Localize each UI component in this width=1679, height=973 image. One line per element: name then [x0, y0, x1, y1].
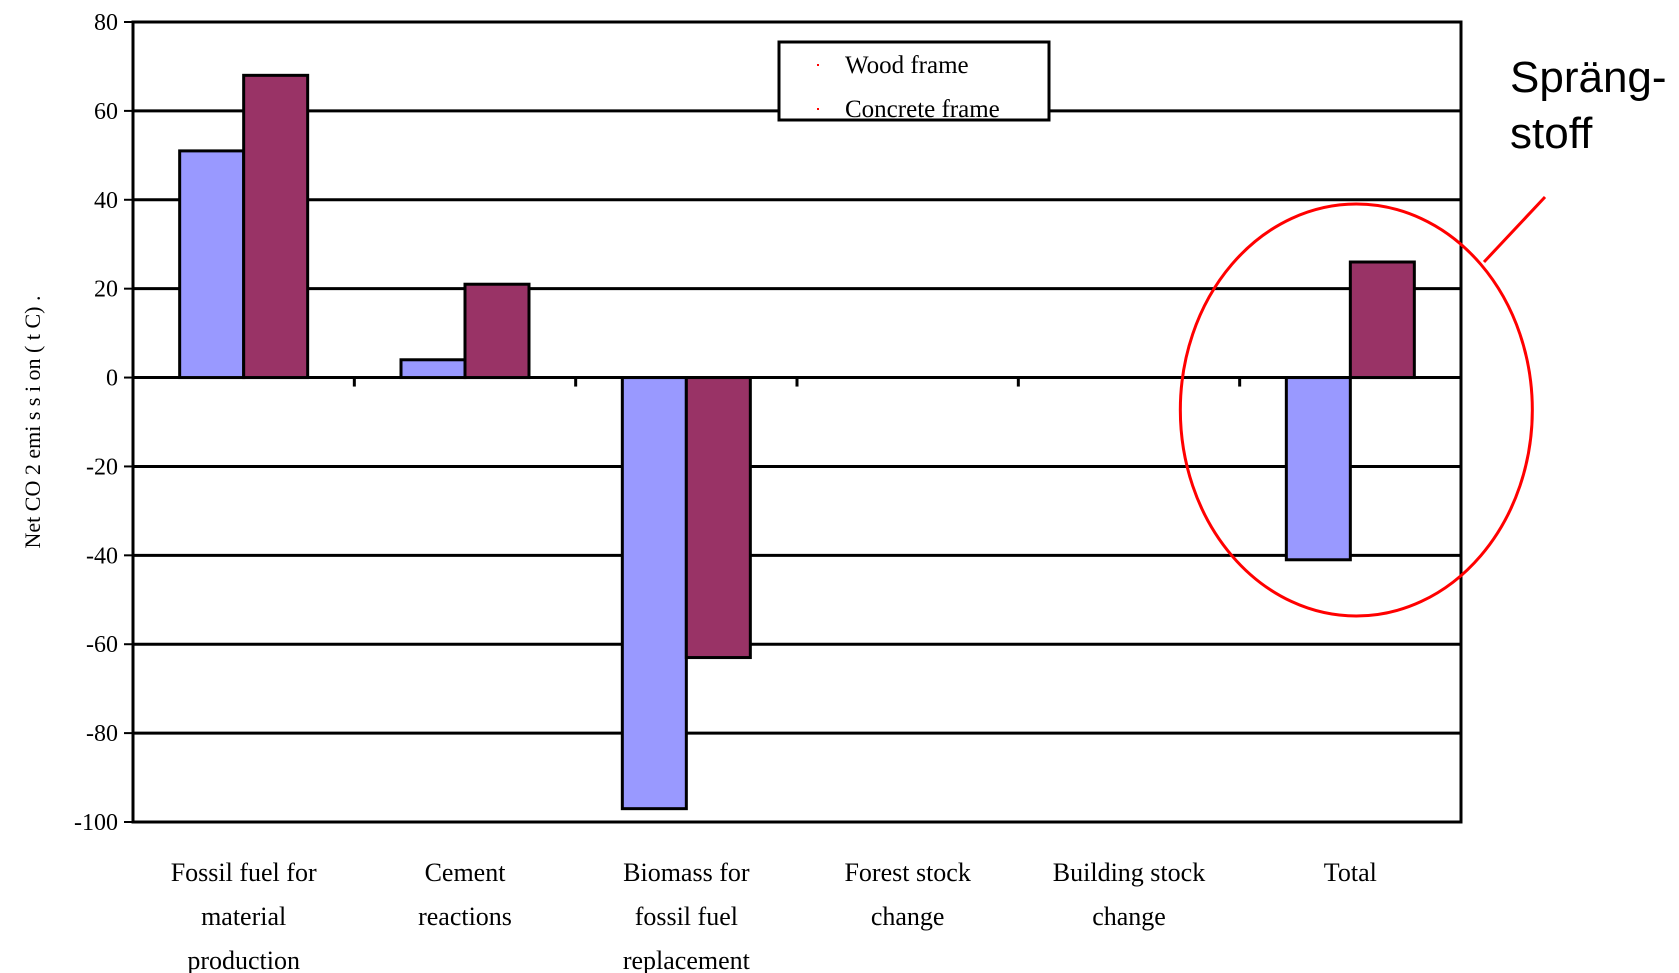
- y-tick-label: -20: [86, 454, 118, 480]
- x-tick-label: Total: [1324, 858, 1377, 887]
- x-tick-label: fossil fuel: [635, 902, 738, 931]
- bar-wood-frame: [1284, 376, 1352, 562]
- bar-wood-frame: [178, 149, 246, 380]
- y-tick-label: 20: [94, 277, 118, 303]
- x-tick-label: replacement: [623, 946, 751, 973]
- y-tick-label: 40: [94, 188, 118, 214]
- legend-box: [777, 40, 1051, 122]
- plot-area-border: [131, 20, 1463, 824]
- legend-swatch: [817, 108, 819, 110]
- x-tick-label: Fossil fuel for: [171, 858, 317, 887]
- x-tick-label: Forest stock: [844, 858, 970, 887]
- annotation-text: Spräng-: [1510, 53, 1667, 102]
- bar-concrete-frame: [1348, 260, 1416, 380]
- x-tick-label: material: [201, 902, 286, 931]
- bar-wood-frame: [620, 376, 688, 811]
- bar-concrete-frame: [463, 282, 531, 380]
- x-tick-label: production: [187, 946, 300, 973]
- gridlines: [133, 20, 1461, 824]
- y-tick-label: 80: [94, 10, 118, 36]
- callout-line: [1482, 195, 1547, 264]
- x-tick-label: Building stock: [1053, 858, 1205, 887]
- x-tick-label: change: [871, 902, 945, 931]
- y-axis-label: Net CO 2 emi s s i on ( t C) .: [20, 296, 45, 549]
- legend: Wood frame Concrete frame: [777, 40, 1051, 123]
- x-tick-label: Cement: [425, 858, 507, 887]
- bar-concrete-frame: [242, 73, 310, 380]
- annotation: Spräng-stoff: [1178, 53, 1667, 618]
- annotation-text: stoff: [1510, 109, 1593, 158]
- x-tick-label: change: [1092, 902, 1166, 931]
- y-tick-label: 0: [106, 366, 118, 392]
- legend-swatch: [817, 64, 819, 66]
- legend-label: Concrete frame: [845, 96, 1000, 123]
- highlight-ellipse: [1178, 202, 1534, 618]
- y-tick-label: -80: [86, 721, 118, 747]
- bar-wood-frame: [399, 358, 467, 380]
- bars: [178, 73, 1416, 811]
- y-tick-label: -40: [86, 543, 118, 569]
- x-tick-label: reactions: [418, 902, 512, 931]
- y-tick-label: -100: [74, 810, 118, 836]
- y-tick-label: 60: [94, 99, 118, 125]
- y-tick-label: -60: [86, 632, 118, 658]
- x-axis-ticks: Fossil fuel for material production Cement r…: [171, 377, 1377, 973]
- legend-label: Wood frame: [845, 52, 969, 79]
- x-tick-label: Biomass for: [623, 858, 750, 887]
- bar-concrete-frame: [684, 376, 752, 660]
- y-axis-ticks: 80 60 40 20 0 -20 -40 -60 -80 -100: [74, 10, 133, 836]
